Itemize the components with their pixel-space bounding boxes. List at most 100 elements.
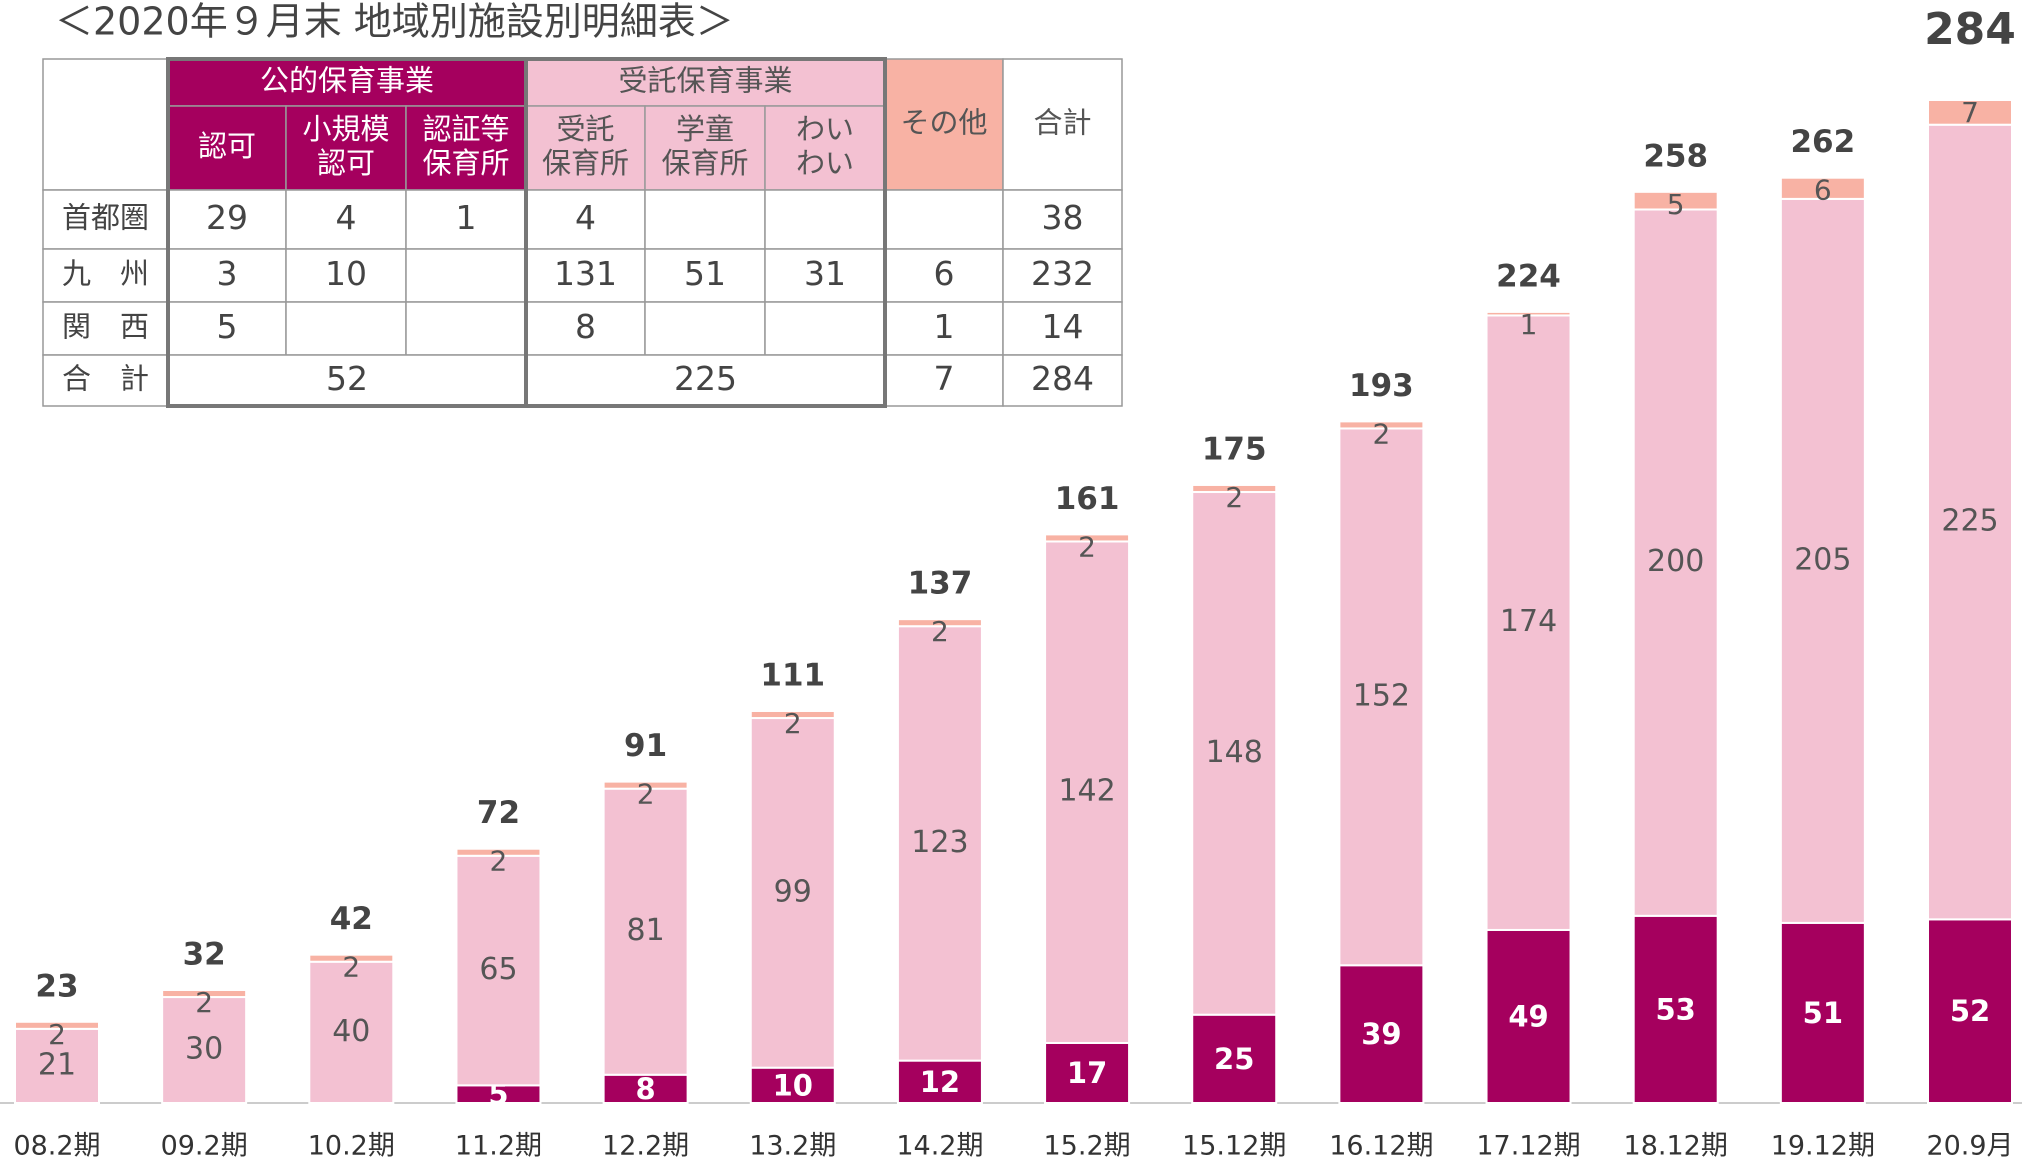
total-label: 161 — [1055, 481, 1120, 517]
table-text: 関 西 — [62, 310, 149, 344]
x-tick-label: 19.12期 — [1771, 1131, 1875, 1162]
value-label: 123 — [911, 825, 968, 860]
value-label: 2 — [195, 986, 213, 1019]
table-cell — [644, 189, 766, 250]
table-cell — [764, 105, 886, 191]
bar-segment — [1044, 533, 1131, 543]
table-cell — [1002, 301, 1123, 356]
value-label: 2 — [342, 951, 360, 984]
table-text: 認可 — [317, 146, 375, 180]
x-tick-label: 09.2期 — [161, 1131, 248, 1162]
bar-segment — [749, 709, 836, 720]
table-text: その他 — [900, 106, 987, 140]
table-text: 認証等 — [422, 112, 509, 146]
total-label: 91 — [624, 728, 667, 764]
value-label: 40 — [332, 1014, 370, 1049]
total-label: 175 — [1202, 431, 1267, 467]
bar-segment — [308, 953, 395, 963]
table-text: 31 — [804, 254, 846, 293]
bar-segment — [161, 988, 248, 999]
table-text: 131 — [554, 254, 617, 293]
table-text: わい — [796, 146, 854, 180]
table-text: 52 — [326, 359, 368, 398]
total-label: 284 — [1924, 4, 2016, 55]
x-tick-label: 20.9月 — [1926, 1131, 2013, 1162]
value-label: 8 — [636, 1072, 656, 1106]
table-text: 8 — [575, 307, 596, 346]
bar-segment — [1779, 197, 1866, 924]
value-label: 200 — [1647, 544, 1704, 579]
table-text: 学童 — [676, 112, 734, 146]
table-text: 保育所 — [542, 146, 629, 180]
table-cell — [884, 248, 1004, 303]
table-cell — [525, 248, 646, 303]
table-text: 小規模 — [302, 112, 389, 146]
value-label: 205 — [1794, 542, 1851, 577]
table-title: ＜2020年９月末 地域別施設別明細表＞ — [55, 0, 734, 44]
x-tick-label: 13.2期 — [749, 1131, 836, 1162]
table-cell — [1002, 189, 1123, 250]
table-text: 受託 — [556, 112, 614, 146]
x-tick-label: 15.12期 — [1182, 1131, 1286, 1162]
value-label: 2 — [490, 845, 508, 878]
bar-segment — [1632, 208, 1719, 917]
bar-segment — [1632, 190, 1719, 211]
total-label: 258 — [1643, 138, 1708, 174]
bar-segment — [1779, 176, 1866, 200]
bar-segment — [455, 847, 542, 857]
value-label: 174 — [1500, 604, 1557, 639]
table-cell — [167, 354, 527, 407]
total-label: 262 — [1790, 124, 1855, 160]
value-label: 52 — [1950, 994, 1990, 1028]
value-label: 152 — [1353, 678, 1410, 713]
table-text: 3 — [217, 254, 238, 293]
total-label: 224 — [1496, 258, 1561, 294]
value-label: 2 — [1372, 417, 1390, 450]
x-tick-label: 11.2期 — [455, 1131, 542, 1162]
table-text: 7 — [934, 359, 955, 398]
bar-segment — [1927, 918, 2013, 1104]
table-cell — [764, 189, 886, 250]
value-label: 30 — [185, 1032, 223, 1067]
table-text: 1 — [934, 307, 955, 346]
total-label: 111 — [760, 657, 825, 693]
bar-segment — [1191, 1013, 1278, 1105]
table-cell — [285, 301, 407, 356]
value-label: 142 — [1058, 774, 1115, 809]
table-cell — [167, 58, 527, 107]
bar-segment — [896, 625, 983, 1062]
table-cell — [405, 301, 527, 356]
table-cell — [644, 248, 766, 303]
value-label: 17 — [1067, 1056, 1107, 1090]
value-label: 21 — [38, 1047, 76, 1082]
x-tick-label: 15.2期 — [1044, 1131, 1131, 1162]
table-cell — [1002, 58, 1123, 191]
table-text: 225 — [674, 359, 737, 398]
value-label: 39 — [1361, 1017, 1401, 1051]
value-label: 225 — [1941, 504, 1998, 539]
table-cell — [167, 189, 287, 250]
total-label: 137 — [908, 566, 973, 602]
table-text: 284 — [1031, 359, 1094, 398]
value-label: 5 — [1667, 188, 1685, 221]
total-label: 23 — [35, 968, 78, 1004]
table-cell — [1002, 248, 1123, 303]
value-label: 2 — [1078, 530, 1096, 563]
bar-segment — [1338, 427, 1425, 967]
x-tick-label: 14.2期 — [896, 1131, 983, 1162]
table-cell — [1002, 354, 1123, 407]
bar-segment — [1779, 921, 1866, 1104]
bar-segment — [308, 960, 395, 1105]
table-cell — [764, 301, 886, 356]
table-text: 51 — [684, 254, 726, 293]
bar-segment — [896, 618, 983, 628]
value-label: 148 — [1206, 735, 1263, 770]
table-cell — [285, 105, 407, 191]
value-label: 53 — [1656, 992, 1696, 1026]
bar-segment — [1485, 310, 1572, 317]
bar-segment — [1191, 491, 1278, 1016]
table-text: 29 — [206, 198, 248, 237]
bar-segment — [749, 717, 836, 1069]
value-label: 1 — [1520, 308, 1538, 341]
table-text: 認可 — [198, 129, 256, 163]
